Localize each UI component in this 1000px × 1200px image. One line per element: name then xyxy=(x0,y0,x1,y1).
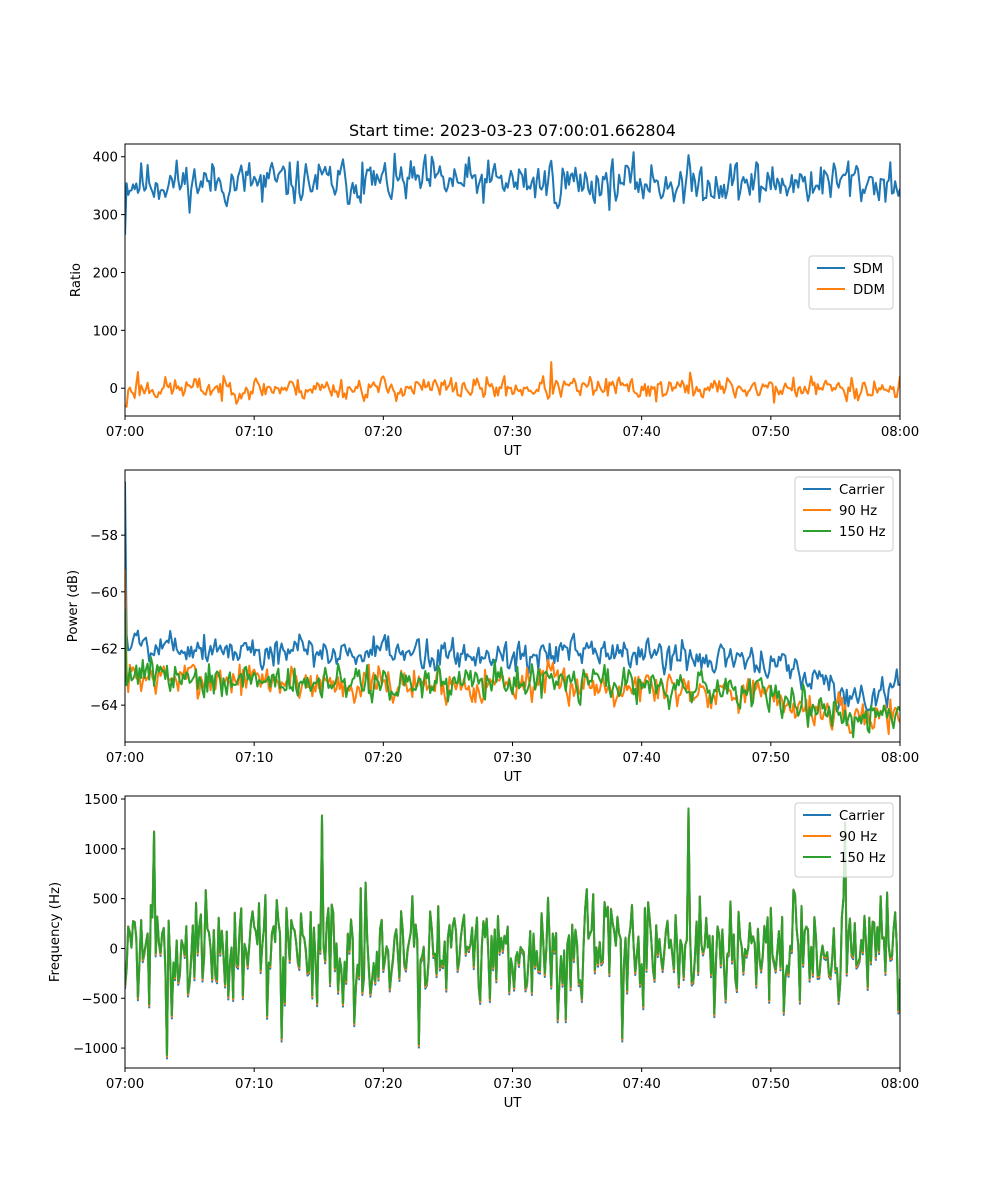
x-tick-label: 07:10 xyxy=(235,1077,273,1092)
series-line-150-hz xyxy=(125,608,900,739)
x-tick-label: 07:00 xyxy=(106,751,144,766)
x-tick-label: 07:20 xyxy=(364,1077,402,1092)
x-tick-label: 07:40 xyxy=(623,1077,661,1092)
y-tick-label: −1000 xyxy=(73,1042,118,1057)
legend-label: DDM xyxy=(853,283,885,298)
y-tick-label: 1000 xyxy=(84,843,118,858)
x-tick-label: 07:10 xyxy=(235,425,273,440)
legend: Carrier 90 Hz 150 Hz xyxy=(794,802,894,878)
y-tick-label: −64 xyxy=(90,699,118,714)
x-axis-label: UT xyxy=(504,444,523,459)
y-axis-label: Power (dB) xyxy=(66,570,81,642)
x-tick-label: 07:50 xyxy=(752,1077,790,1092)
x-axis-label: UT xyxy=(504,770,523,785)
y-tick-label: 1500 xyxy=(84,793,118,808)
x-tick-label: 07:10 xyxy=(235,751,273,766)
x-tick-label: 08:00 xyxy=(881,425,919,440)
y-tick-label: 300 xyxy=(93,209,118,224)
figure-title: Start time: 2023-03-23 07:00:01.662804 xyxy=(349,121,676,140)
x-tick-label: 07:30 xyxy=(493,425,531,440)
x-tick-label: 07:00 xyxy=(106,1077,144,1092)
y-tick-label: 400 xyxy=(93,151,118,166)
legend-label: SDM xyxy=(853,262,883,277)
x-tick-label: 08:00 xyxy=(881,751,919,766)
y-tick-label: −58 xyxy=(90,529,118,544)
x-tick-label: 08:00 xyxy=(881,1077,919,1092)
y-axis-label: Ratio xyxy=(69,263,84,297)
x-tick-label: 07:20 xyxy=(364,751,402,766)
power-panel: 07:00 07:10 07:20 07:30 07:40 07:50 08:00 −64 −6… xyxy=(66,469,919,785)
legend: Carrier 90 Hz 150 Hz xyxy=(794,476,894,552)
y-tick-label: 0 xyxy=(110,382,118,397)
x-tick-label: 07:00 xyxy=(106,425,144,440)
x-tick-label: 07:40 xyxy=(623,425,661,440)
x-tick-label: 07:50 xyxy=(752,425,790,440)
x-tick-label: 07:20 xyxy=(364,425,402,440)
legend-label: 90 Hz xyxy=(839,504,877,519)
legend-label: Carrier xyxy=(839,809,885,824)
y-tick-label: 0 xyxy=(110,942,118,957)
y-tick-label: −60 xyxy=(90,586,118,601)
series-line-150-hz xyxy=(125,807,900,1057)
x-tick-label: 07:30 xyxy=(493,751,531,766)
y-tick-label: −62 xyxy=(90,643,118,658)
series-line-carrier xyxy=(125,481,900,713)
legend-label: 90 Hz xyxy=(839,830,877,845)
x-tick-label: 07:40 xyxy=(623,751,661,766)
legend-label: Carrier xyxy=(839,483,885,498)
y-tick-label: 500 xyxy=(93,893,118,908)
series-line-ddm xyxy=(125,361,900,408)
y-axis-label: Frequency (Hz) xyxy=(48,882,63,982)
legend-label: 150 Hz xyxy=(839,525,886,540)
legend-label: 150 Hz xyxy=(839,851,886,866)
x-tick-label: 07:50 xyxy=(752,751,790,766)
x-axis-label: UT xyxy=(504,1096,523,1111)
series-line-sdm xyxy=(125,151,900,235)
y-tick-label: 100 xyxy=(93,324,118,339)
y-tick-label: −500 xyxy=(81,992,118,1007)
x-tick-label: 07:30 xyxy=(493,1077,531,1092)
ratio-panel: 07:00 07:10 07:20 07:30 07:40 07:50 08:00 0 100 2… xyxy=(69,143,919,459)
frequency-panel: 07:00 07:10 07:20 07:30 07:40 07:50 08:00 −1000… xyxy=(48,793,919,1111)
legend: SDM DDM xyxy=(808,255,894,310)
y-tick-label: 200 xyxy=(93,266,118,281)
